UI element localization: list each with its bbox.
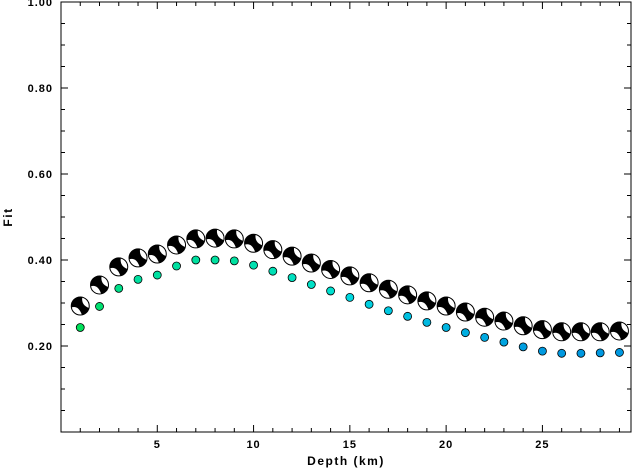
beachball-point bbox=[282, 246, 302, 266]
beachball-point bbox=[398, 285, 418, 305]
y-tick-label: 0.20 bbox=[28, 341, 53, 353]
circle-point bbox=[326, 286, 335, 296]
beachball-point bbox=[417, 291, 437, 311]
circle-point bbox=[499, 337, 509, 347]
circle-point bbox=[538, 346, 547, 356]
circle-point bbox=[95, 302, 104, 311]
circle-point bbox=[172, 261, 181, 271]
y-tick-label: 1.00 bbox=[28, 0, 53, 9]
circle-point bbox=[152, 270, 162, 280]
x-tick-label: 20 bbox=[439, 439, 453, 451]
beachball-point bbox=[128, 248, 148, 268]
circle-point bbox=[518, 342, 528, 352]
circle-point bbox=[133, 274, 143, 284]
circle-point bbox=[287, 273, 297, 283]
circle-point bbox=[460, 328, 470, 338]
circle-point bbox=[422, 317, 432, 327]
beachball-point bbox=[90, 275, 110, 295]
y-axis-ticks: 0.20 0.40 0.60 0.80 1.00 bbox=[28, 0, 631, 411]
beachball-point bbox=[590, 322, 610, 342]
circle-point bbox=[114, 283, 124, 293]
x-tick-label: 25 bbox=[535, 439, 549, 451]
beachball-point bbox=[340, 266, 360, 286]
beachball-point bbox=[301, 253, 321, 273]
beachball-point bbox=[263, 240, 283, 260]
circle-point bbox=[441, 323, 451, 332]
x-tick-label: 5 bbox=[154, 439, 161, 451]
beachball-point bbox=[205, 228, 225, 248]
beachball-point bbox=[475, 307, 495, 327]
y-tick-label: 0.80 bbox=[28, 83, 53, 95]
x-axis-label: Depth (km) bbox=[307, 454, 385, 468]
circle-point bbox=[229, 256, 239, 266]
circle-point bbox=[615, 348, 624, 357]
circle-point bbox=[557, 348, 567, 358]
beachball-point bbox=[359, 273, 379, 293]
circle-point bbox=[249, 260, 258, 270]
beachball-series bbox=[70, 228, 629, 342]
circle-series bbox=[75, 255, 624, 358]
circle-point bbox=[306, 280, 316, 289]
circle-point bbox=[576, 348, 586, 358]
circle-point bbox=[403, 311, 413, 321]
circle-point bbox=[75, 323, 85, 332]
circle-point bbox=[383, 306, 393, 316]
y-axis-label: Fit bbox=[1, 207, 15, 226]
circle-point bbox=[268, 266, 278, 276]
beachball-point bbox=[321, 259, 341, 279]
y-tick-label: 0.40 bbox=[28, 255, 53, 267]
beachball-point bbox=[70, 296, 90, 316]
circle-point bbox=[345, 293, 355, 302]
beachball-point bbox=[167, 235, 187, 255]
beachball-point bbox=[436, 296, 456, 316]
plot-frame bbox=[60, 1, 632, 433]
beachball-point bbox=[147, 244, 167, 264]
x-tick-label: 15 bbox=[343, 439, 357, 451]
beachball-point bbox=[494, 311, 514, 331]
beachball-point bbox=[571, 322, 591, 342]
beachball-point bbox=[109, 257, 129, 277]
beachball-point bbox=[224, 229, 244, 249]
beachball-point bbox=[609, 321, 629, 341]
beachball-point bbox=[513, 316, 533, 336]
y-tick-label: 0.60 bbox=[28, 169, 53, 181]
circle-point bbox=[364, 299, 374, 309]
beachball-point bbox=[552, 322, 572, 342]
circle-point bbox=[595, 348, 605, 358]
beachball-point bbox=[455, 302, 475, 322]
x-tick-label: 10 bbox=[246, 439, 260, 451]
beachball-point bbox=[244, 233, 264, 253]
beachball-point bbox=[532, 320, 552, 340]
x-axis-ticks: 5 10 15 20 25 bbox=[79, 2, 620, 451]
beachball-point bbox=[186, 229, 206, 249]
beachball-point bbox=[378, 279, 398, 299]
circle-point bbox=[191, 255, 201, 265]
circle-point bbox=[480, 332, 490, 342]
circle-point bbox=[210, 255, 220, 265]
